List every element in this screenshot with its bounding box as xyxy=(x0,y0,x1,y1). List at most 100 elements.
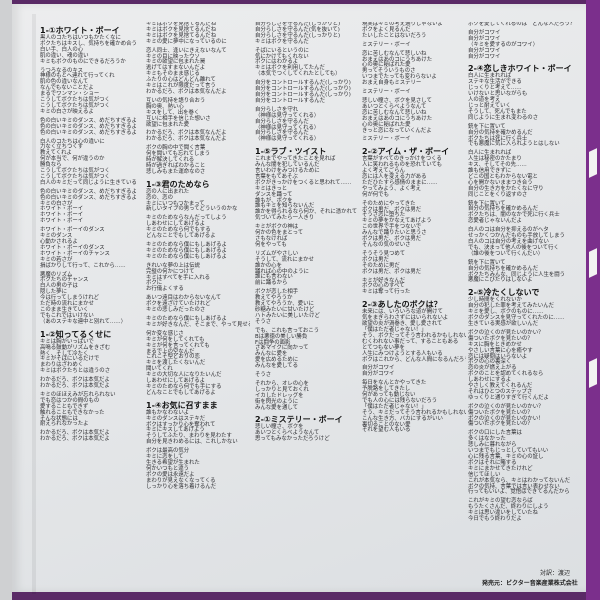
lyric-line: リズムがやさしい xyxy=(255,250,299,257)
lyric-line: とてつもない夢を xyxy=(362,344,405,351)
lyric-line: 欲望に包まれた愛 xyxy=(146,121,190,128)
lyric-line: キミが何を言ってくれても xyxy=(146,342,210,349)
lyric-line: ボクたちは、闇のなかで死に行く兵士 xyxy=(468,212,560,219)
lyric-line: 色の白いキミのダンス、めだちすぎるよ xyxy=(40,117,137,124)
lyric-line: ボクたちみんな、同じように人生を闘う xyxy=(468,271,566,278)
lyric-line: ボクはすっかり心を奪われて xyxy=(146,421,216,428)
lyric-line: 気をまぎらわさずにはいられないよ xyxy=(362,315,449,322)
lyric-line: それから、オレの心を xyxy=(255,380,309,387)
lyric-line: そう、キミだってそう言われるかもしれない xyxy=(362,409,466,416)
lyric-line: 何があっても動じない xyxy=(362,392,416,399)
lyric-line: あいつとくらべようなんて xyxy=(255,430,320,437)
lyric-line: 胸の奥、熱い心 xyxy=(146,103,184,110)
lyric-line: わかるだろ、ボクは本気なんだよ xyxy=(146,130,227,137)
lyric-line: みんなで踊りたいと思うさ xyxy=(362,230,427,237)
lyric-line: こうしてボクたちは気がつく xyxy=(40,97,110,104)
lyric-line: 白人の男の子は xyxy=(40,283,78,290)
lyric-line: 教えてくれよ xyxy=(40,150,72,157)
lyric-line: キミの夢をかなえてあげよう xyxy=(362,218,432,225)
lyric-line: 誰もが、ボクを xyxy=(255,197,293,204)
lyric-line: しっかりと見ておくれ xyxy=(255,386,309,393)
lyric-line: よく考えてごらん xyxy=(362,168,405,175)
lyric-line: キミのためなら何でもする xyxy=(146,227,211,234)
lyric-line: 同じことをくり返すのさ xyxy=(468,191,528,198)
lyric-line: こうしてボクたちは気がつく xyxy=(40,168,110,175)
lyric-line: 白人のコは自分を抑えるのがヘタ xyxy=(468,227,549,234)
lyric-line: ボクを遠ざけていたけれど xyxy=(146,301,211,308)
lyric-line: イカしたドレッグを xyxy=(255,392,304,399)
lyric-line: こうしてボクたちは気がつく xyxy=(40,102,110,109)
lyric-line: それを望む人もいる xyxy=(362,427,411,434)
lyric-line: 銃を下に置いて xyxy=(468,200,506,207)
lyric-line: キミが好きなんだ、そこまで、やって見せる xyxy=(146,321,250,328)
lyric-line: 白人のコたちは心の違いに xyxy=(40,138,105,145)
lyric-line: 教えてやろうか xyxy=(255,295,293,302)
lyric-line: 自分がコワイ xyxy=(468,53,501,60)
lyric-line: キミは胸がいっぱいで xyxy=(40,338,94,345)
lyric-line: 踊れば心の中のように xyxy=(255,268,309,275)
lyric-line: ホワイト・ボーイのダンス xyxy=(40,244,105,251)
lyric-line: 損ばかりして行って、これから…… xyxy=(40,262,126,269)
lyric-line: あいつとくらべようなんて xyxy=(362,103,427,110)
lyric-line: 白い手、白人の心 xyxy=(40,46,84,53)
lyric-line: 銃を下に置いて xyxy=(468,123,506,130)
lyric-line: 自分がコワイ xyxy=(468,35,501,42)
lyrics-column-5: ボクを愛してくれるのは どんな人だろう？ 自分がコワイ 自分がコワイ （キミを愛するの… xyxy=(468,22,580,523)
lyric-line: 前に踊るから xyxy=(255,280,288,287)
lyrics-column-1: 1-①ホワイト・ボーイ 黒人のコたちはいつもかたくなに ボクたちはキスし、気持ちを確… xyxy=(40,22,144,443)
publisher-credit: 発売元：ビクター音楽産業株式会社 xyxy=(482,580,578,587)
lyric-line: ボクはこれから、どんな人間になるんだろう？ xyxy=(362,356,466,363)
lyric-line: 互いの気持を語り合おう xyxy=(146,97,206,104)
lyric-line: そう、ボクだってそう言われるかもしれない xyxy=(362,332,466,339)
lyric-line: 何を聞いても忘れてしまう xyxy=(146,151,211,158)
lyric-line: ボクの愛は永遠だよ xyxy=(146,471,195,478)
lyric-line: 毎日をなんとかやってきた xyxy=(362,380,427,387)
lyric-line: ホワイト・ボーイのダンス xyxy=(40,227,105,234)
lyric-line: ボクがきっかけをつくると思われて…… xyxy=(255,179,352,186)
song-title: 2-⑤冷たくしないで xyxy=(468,288,540,298)
lyric-line: ボクを愛してくれるのは どんな人だろう？ xyxy=(468,22,576,27)
lyric-line: それはひとつのステップさ xyxy=(468,388,533,395)
lyric-line: 言葉をもてあそぶ xyxy=(255,173,298,180)
lyric-line: なんでもないことだよ xyxy=(40,85,94,92)
lyric-line: この世界で手をつないで xyxy=(362,224,422,231)
lyric-line: そうさ恋に堕ちた xyxy=(362,212,406,219)
song-title: 2-①ミステリー・ボーイ xyxy=(255,415,343,425)
lyric-line: ボクの心の裏深く xyxy=(468,359,512,366)
lyric-line: ただ時の流れにまかせ xyxy=(40,301,94,308)
lyric-line: ボクの口にした言葉は xyxy=(468,430,522,437)
lyric-line: 恋の炎が燃え上がる xyxy=(468,365,517,372)
lyric-line: 言いわけをみつけるために xyxy=(255,168,320,175)
lyric-line: （あのステキな連中と別れて……） xyxy=(40,318,127,325)
lyric-line: 人の道を考え xyxy=(468,97,501,104)
lyric-line: そのためにやってきた xyxy=(362,200,416,207)
lyric-line: キミはきっと xyxy=(255,185,288,192)
lyric-line: そのために男だ xyxy=(362,262,400,269)
lyric-line: ボクのことを認めてくれるなら xyxy=(468,371,544,378)
lyric-line: 自分の気持ちを確かめるんだ xyxy=(468,206,539,213)
lyric-line: あいつ遠目はわからないなんて xyxy=(146,295,222,302)
song-title: 1-③君のためなら xyxy=(146,179,210,189)
lyric-line: きっと恋になっていくんだよ xyxy=(362,127,432,134)
lyric-line: キミはこれが限度だって言う xyxy=(146,83,216,90)
lyric-line: ボクの気持、言葉では言い表わせない xyxy=(468,483,560,490)
lyric-line: 色の白いキミのダンス、めだちすぎるよ xyxy=(40,188,137,195)
lyric-line: 逃げてはすまないんだよ xyxy=(146,65,206,72)
lyric-line: キミにいつもつかまって xyxy=(146,200,205,207)
lyric-line: キミのダンスはステキだ xyxy=(146,415,206,422)
lyric-line: 信じてほしい xyxy=(468,471,501,478)
lyric-line: キミはボクを見捨てるんだね xyxy=(146,32,217,39)
lyric-line: 少し時間をくれないか xyxy=(468,297,522,304)
lyric-line: 自分らしさを守るんだ(しっかりと) xyxy=(255,22,341,27)
song-title: 2-④恋しきホワイト・ボーイ xyxy=(468,64,572,74)
lyric-line: 同じように生まれ変わるのさ xyxy=(468,114,539,121)
lyric-line: このまま生きていく xyxy=(40,306,89,313)
lyric-line: 自分をコントロールするんだ(しっかり) xyxy=(255,80,351,87)
lyric-line: おまえはあのコにうちあけた xyxy=(362,56,433,63)
lyric-line: 傷ついたボクを見たいの？ xyxy=(468,421,533,428)
lyric-line: しあわせにしてあげるよ xyxy=(146,378,205,385)
lyric-line: キミのためなら僕にもしあげるよ xyxy=(146,315,227,322)
lyric-line: わかるだろ、ボクは本気だよ xyxy=(40,383,110,390)
lyric-line: 「僕はただ者じゃない！」 xyxy=(362,326,427,333)
lyric-line: これが本気なら、キミはわかってないんだ xyxy=(468,477,571,484)
